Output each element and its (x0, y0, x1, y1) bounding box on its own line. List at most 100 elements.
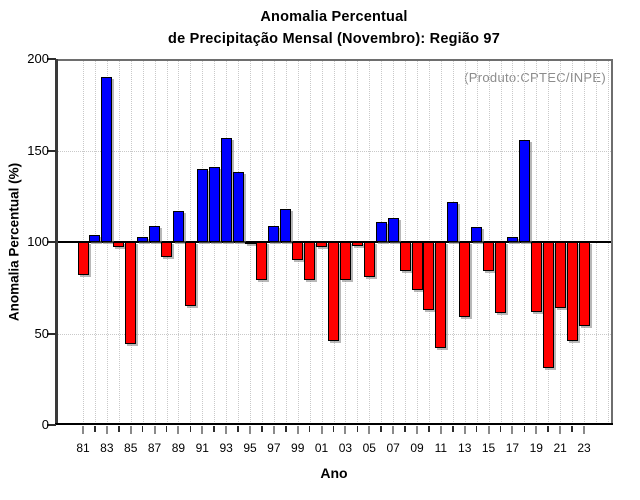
bar-2022 (566, 242, 578, 341)
x-tick-label: 11 (434, 441, 448, 455)
x-tick-label: 13 (458, 441, 472, 455)
bar-2004 (351, 242, 363, 246)
x-axis-tick (94, 426, 96, 432)
y-axis-tick (47, 149, 56, 152)
bar-2015 (483, 242, 495, 272)
x-tick-label: 23 (577, 441, 591, 455)
x-axis-tick (105, 426, 108, 434)
x-axis-tick (272, 426, 275, 434)
bar-1988 (161, 242, 172, 257)
x-axis-tick (320, 426, 323, 434)
bar-2018 (518, 139, 530, 242)
x-axis-tick (487, 426, 490, 434)
x-tick-label: 93 (219, 441, 233, 455)
x-axis-tick (511, 426, 514, 434)
bar-2001 (316, 242, 328, 248)
chart-title: Anomalia Percentual de Precipitação Mens… (55, 7, 613, 50)
plot-area (55, 59, 613, 425)
bar-1990 (184, 242, 196, 307)
bar-1993 (220, 137, 232, 242)
bar-1992 (208, 166, 220, 242)
x-axis-tick (141, 426, 144, 432)
y-axis-tick (47, 332, 56, 335)
x-axis-tick (392, 426, 395, 434)
x-axis-tick (475, 426, 478, 432)
horizontal-gridline (58, 150, 611, 152)
bar-2013 (459, 242, 471, 318)
bar-1987 (149, 225, 161, 242)
y-tick-label: 200 (27, 51, 49, 66)
x-axis-tick (177, 426, 180, 434)
y-tick-label: 0 (41, 417, 49, 432)
bar-2006 (375, 221, 387, 242)
bar-1995 (244, 242, 256, 244)
x-axis-tick (499, 426, 502, 432)
bar-1994 (232, 172, 244, 242)
x-axis-tick (404, 426, 406, 432)
x-tick-label: 83 (100, 441, 114, 455)
x-axis-tick (285, 426, 287, 432)
x-tick-label: 85 (124, 441, 138, 455)
bar-2017 (506, 236, 518, 242)
x-tick-label: 89 (171, 441, 186, 455)
x-axis-tick (189, 426, 192, 432)
bar-2016 (495, 242, 506, 314)
x-axis-tick (332, 426, 335, 432)
x-axis-tick (439, 426, 442, 434)
bar-1986 (137, 236, 149, 242)
bar-2021 (554, 242, 566, 308)
x-axis-tick (296, 426, 299, 434)
bar-2008 (399, 242, 411, 272)
x-axis-tick (225, 426, 228, 434)
x-tick-label: 17 (505, 441, 520, 455)
bar-2023 (578, 242, 590, 327)
bar-1985 (125, 242, 137, 345)
x-axis-tick (237, 426, 239, 432)
bar-1983 (101, 77, 113, 242)
x-tick-label: 81 (76, 441, 90, 455)
bar-1981 (77, 242, 89, 275)
x-axis-tick (201, 426, 204, 434)
x-tick-label: 19 (529, 441, 543, 455)
y-axis-tick (47, 241, 56, 243)
x-tick-label: 95 (243, 441, 257, 455)
x-axis-tick (583, 426, 585, 434)
y-axis-line (55, 59, 58, 425)
bar-2012 (447, 201, 459, 242)
x-axis-line (55, 423, 613, 425)
x-axis-tick (463, 426, 466, 434)
bar-2005 (363, 242, 375, 277)
bar-2010 (423, 242, 435, 310)
x-axis-tick (452, 426, 454, 432)
plot-frame-right (611, 59, 613, 425)
plot-frame-top (55, 59, 613, 61)
x-axis-tick (153, 426, 156, 434)
x-axis-tick (547, 426, 549, 432)
bar-2011 (435, 242, 447, 349)
x-axis-tick (523, 426, 526, 432)
x-axis-tick (249, 426, 251, 434)
x-axis-tick (213, 426, 215, 432)
x-axis-tick (118, 426, 120, 432)
x-tick-label: 15 (481, 441, 496, 455)
x-axis-tick (571, 426, 573, 432)
x-axis-tick (380, 426, 382, 432)
bar-1982 (89, 234, 101, 242)
x-tick-label: 21 (553, 441, 567, 455)
x-axis-tick (428, 426, 430, 432)
bar-1989 (172, 210, 184, 242)
x-tick-label: 91 (195, 441, 209, 455)
bar-2000 (304, 242, 316, 281)
x-axis-tick (356, 426, 359, 432)
x-tick-label: 99 (291, 441, 305, 455)
x-tick-label: 87 (147, 441, 162, 455)
x-tick-label: 97 (267, 441, 281, 455)
x-axis-tick (368, 426, 371, 434)
x-axis-tick (165, 426, 168, 432)
y-axis-tick (47, 58, 56, 60)
bar-2014 (471, 227, 483, 242)
y-tick-label: 50 (34, 325, 49, 341)
bar-1998 (280, 209, 292, 242)
bar-1996 (256, 242, 268, 281)
